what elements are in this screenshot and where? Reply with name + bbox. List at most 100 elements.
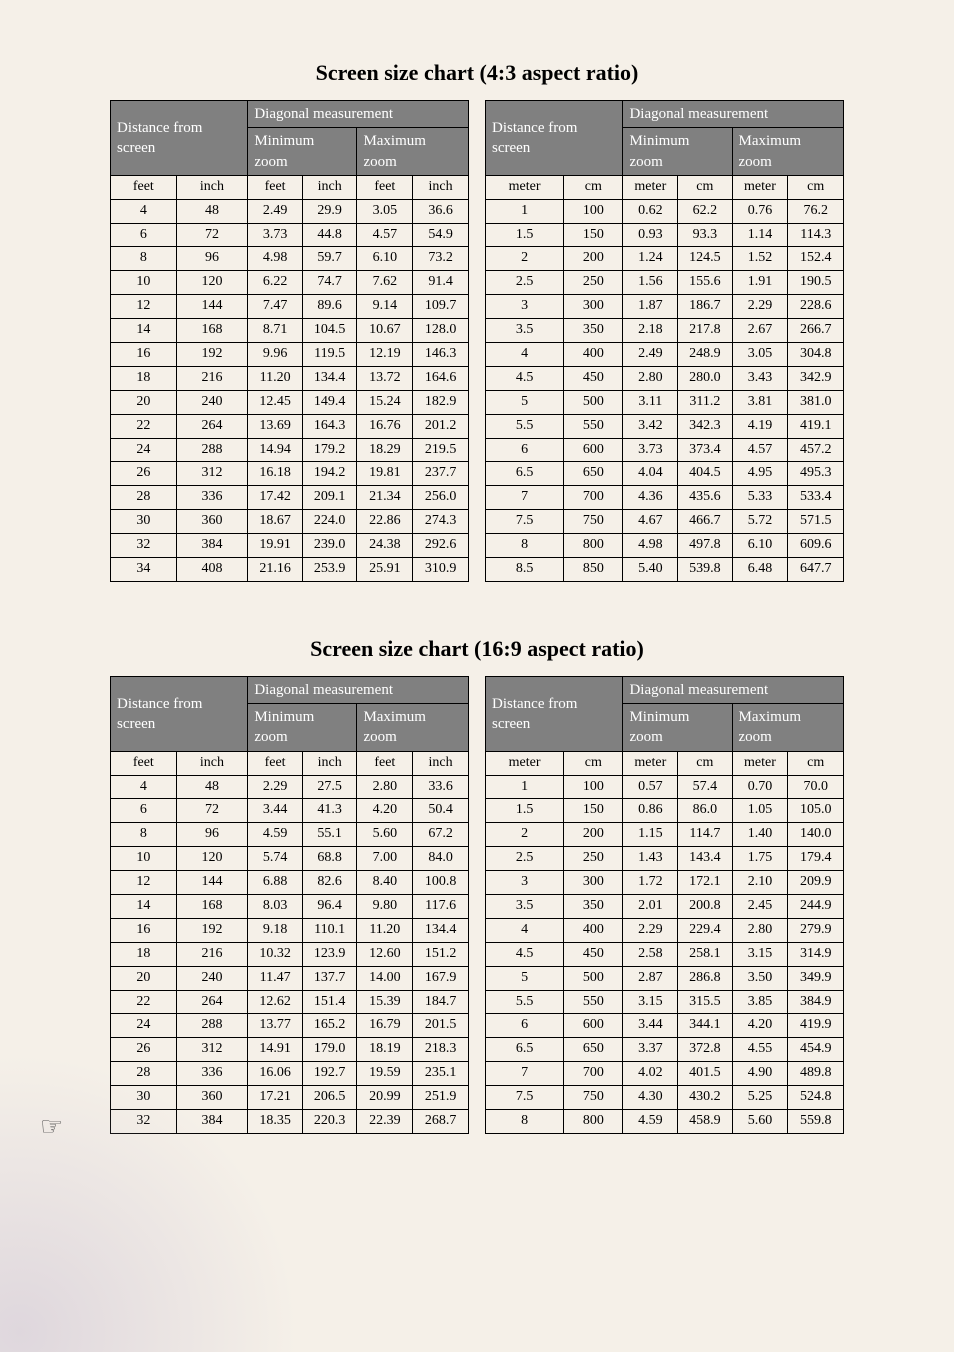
table-cell: 3.15: [623, 990, 678, 1014]
unit-header: inch: [413, 175, 469, 199]
table-cell: 4: [486, 918, 564, 942]
table-cell: 6.88: [248, 871, 303, 895]
table-cell: 216: [176, 366, 248, 390]
unit-header: inch: [302, 751, 357, 775]
chart-title-169: Screen size chart (16:9 aspect ratio): [110, 636, 844, 662]
table-cell: 2.80: [357, 775, 413, 799]
table-row: 3036017.21206.520.99251.9: [111, 1086, 469, 1110]
table-cell: 14: [111, 319, 177, 343]
table-row: 55002.87286.83.50349.9: [486, 966, 844, 990]
table-cell: 134.4: [302, 366, 357, 390]
table-cell: 500: [564, 966, 623, 990]
table-cell: 235.1: [413, 1062, 469, 1086]
table-cell: 186.7: [678, 295, 732, 319]
table-cell: 7: [486, 486, 564, 510]
table-row: 6723.7344.84.5754.9: [111, 223, 469, 247]
table-cell: 201.5: [413, 1014, 469, 1038]
table-cell: 192: [176, 342, 248, 366]
table-cell: 2.80: [623, 366, 678, 390]
table-row: 3.53502.18217.82.67266.7: [486, 319, 844, 343]
table-cell: 279.9: [788, 918, 844, 942]
chart-title-43: Screen size chart (4:3 aspect ratio): [110, 60, 844, 86]
table-cell: 609.6: [788, 534, 844, 558]
table-row: 6.56503.37372.84.55454.9: [486, 1038, 844, 1062]
table-cell: 11.20: [357, 918, 413, 942]
table-cell: 228.6: [788, 295, 844, 319]
table-cell: 4: [111, 199, 177, 223]
table-cell: 430.2: [678, 1086, 732, 1110]
table-cell: 70.0: [788, 775, 844, 799]
table-cell: 82.6: [302, 871, 357, 895]
table-cell: 13.77: [248, 1014, 303, 1038]
table-cell: 315.5: [678, 990, 732, 1014]
table-cell: 350: [564, 894, 623, 918]
unit-header: feet: [111, 175, 177, 199]
table-cell: 2.01: [623, 894, 678, 918]
table-cell: 16.76: [357, 414, 413, 438]
table-cell: 30: [111, 1086, 177, 1110]
table-cell: 647.7: [788, 558, 844, 582]
table-cell: 172.1: [678, 871, 732, 895]
table-cell: 19.91: [248, 534, 303, 558]
unit-header: cm: [564, 175, 623, 199]
table-cell: 458.9: [678, 1110, 732, 1134]
table-cell: 5.33: [732, 486, 788, 510]
table-cell: 373.4: [678, 438, 732, 462]
table-cell: 0.86: [623, 799, 678, 823]
table-cell: 48: [176, 775, 248, 799]
table-row: 22001.15114.71.40140.0: [486, 823, 844, 847]
table-cell: 10.67: [357, 319, 413, 343]
table-row: 44002.49248.93.05304.8: [486, 342, 844, 366]
table-row: 1.51500.8686.01.05105.0: [486, 799, 844, 823]
table-cell: 10.32: [248, 942, 303, 966]
table-cell: 190.5: [788, 271, 844, 295]
table-cell: 18: [111, 942, 177, 966]
header-min-zoom: Minimum zoom: [248, 704, 357, 752]
table-cell: 2.58: [623, 942, 678, 966]
table-cell: 250: [564, 271, 623, 295]
table-cell: 1.87: [623, 295, 678, 319]
table-row: 88004.98497.86.10609.6: [486, 534, 844, 558]
table-cell: 489.8: [788, 1062, 844, 1086]
table-cell: 179.0: [302, 1038, 357, 1062]
table-row: 66003.73373.44.57457.2: [486, 438, 844, 462]
table-cell: 67.2: [413, 823, 469, 847]
table-cell: 22: [111, 990, 177, 1014]
table-cell: 2.18: [623, 319, 678, 343]
table-cell: 3.15: [732, 942, 788, 966]
table-cell: 76.2: [788, 199, 844, 223]
table-cell: 495.3: [788, 462, 844, 486]
table-row: 101205.7468.87.0084.0: [111, 847, 469, 871]
unit-header: inch: [302, 175, 357, 199]
table-cell: 217.8: [678, 319, 732, 343]
table-cell: 2.49: [623, 342, 678, 366]
table-cell: 310.9: [413, 558, 469, 582]
table-cell: 600: [564, 438, 623, 462]
table-row: 2.52501.43143.41.75179.4: [486, 847, 844, 871]
table-row: 2.52501.56155.61.91190.5: [486, 271, 844, 295]
table-cell: 4.55: [732, 1038, 788, 1062]
table-cell: 150: [564, 799, 623, 823]
table-cell: 218.3: [413, 1038, 469, 1062]
table-cell: 201.2: [413, 414, 469, 438]
table-cell: 128.0: [413, 319, 469, 343]
table-cell: 850: [564, 558, 623, 582]
table-cell: 86.0: [678, 799, 732, 823]
table-row: 4.54502.80280.03.43342.9: [486, 366, 844, 390]
table-row: 88004.59458.95.60559.8: [486, 1110, 844, 1134]
table-cell: 105.0: [788, 799, 844, 823]
table-row: 7.57504.67466.75.72571.5: [486, 510, 844, 534]
table-cell: 650: [564, 462, 623, 486]
table-cell: 2.49: [248, 199, 303, 223]
header-diagonal: Diagonal measurement: [248, 676, 469, 703]
table-cell: 3.42: [623, 414, 678, 438]
table-169-imperial: Distance from screenDiagonal measurement…: [110, 676, 469, 1134]
table-cell: 17.21: [248, 1086, 303, 1110]
table-cell: 84.0: [413, 847, 469, 871]
table-cell: 4.5: [486, 942, 564, 966]
table-cell: 3.85: [732, 990, 788, 1014]
table-cell: 750: [564, 1086, 623, 1110]
table-cell: 1.14: [732, 223, 788, 247]
data-table: Distance from screenDiagonal measurement…: [110, 100, 469, 582]
table-cell: 280.0: [678, 366, 732, 390]
